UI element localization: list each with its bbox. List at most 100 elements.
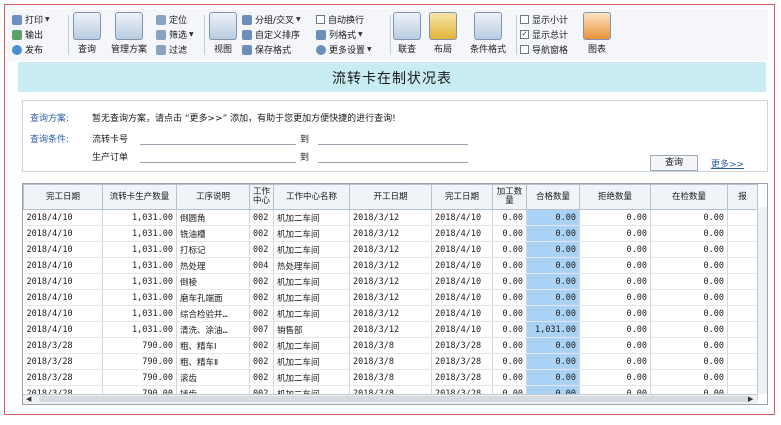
checkbox-icon bbox=[316, 15, 325, 24]
order-from-input[interactable] bbox=[140, 162, 296, 163]
table-cell: 2018/3/12 bbox=[349, 257, 432, 274]
more-link[interactable]: 更多>> bbox=[711, 160, 745, 170]
group-icon bbox=[242, 14, 252, 25]
table-row[interactable]: 2018/4/10 1,031.00 倒棱 002 机加二车间 2018/3/12 2018… bbox=[23, 273, 758, 290]
column-header[interactable]: 工作中心名称 bbox=[273, 184, 350, 210]
table-cell: 0.00 bbox=[579, 273, 651, 290]
column-header[interactable]: 加工数量 bbox=[492, 184, 527, 210]
to-label-2: 到 bbox=[300, 153, 310, 163]
table-row[interactable]: 2018/4/10 1,031.00 综合检验并… 002 机加二车间 2018/3/12… bbox=[23, 305, 758, 322]
globe-icon bbox=[12, 44, 22, 55]
to-label: 到 bbox=[300, 135, 310, 145]
link-query-button[interactable]: 联查 bbox=[392, 12, 422, 55]
table-cell: 2018/4/10 bbox=[23, 257, 103, 274]
table-cell: 机加二车间 bbox=[273, 209, 350, 226]
filter-button[interactable]: 筛选 ▼ bbox=[156, 28, 194, 41]
column-header[interactable]: 开工日期 bbox=[349, 184, 432, 210]
export-button[interactable]: 输出 bbox=[12, 28, 43, 41]
table-cell: 0.00 bbox=[526, 273, 580, 290]
table-row[interactable]: 2018/4/10 1,031.00 铣油槽 002 机加二车间 2018/3/12 201… bbox=[23, 225, 758, 242]
table-row[interactable]: 2018/3/28 790.00 粗、精车Ⅰ 002 机加二车间 2018/3/8 2018… bbox=[23, 337, 758, 354]
table-row[interactable]: 2018/4/10 1,031.00 清洗、涂油… 007 销售部 2018/3/12 20… bbox=[23, 321, 758, 338]
table-cell: 0.00 bbox=[650, 321, 728, 338]
table-cell bbox=[727, 369, 758, 386]
table-cell: 2018/3/12 bbox=[349, 305, 432, 322]
table-cell: 0.00 bbox=[526, 369, 580, 386]
table-cell: 790.00 bbox=[102, 337, 177, 354]
save-icon bbox=[242, 44, 252, 55]
view-button[interactable]: 视图 bbox=[208, 12, 238, 55]
auto-wrap-checkbox[interactable]: 自动换行 bbox=[316, 13, 364, 26]
publish-button[interactable]: 发布 bbox=[12, 43, 43, 56]
table-cell: 1,031.00 bbox=[102, 321, 177, 338]
column-header[interactable]: 工序说明 bbox=[176, 184, 250, 210]
table-cell: 倒棱 bbox=[176, 273, 250, 290]
column-header[interactable]: 报 bbox=[727, 184, 758, 210]
horizontal-scrollbar[interactable]: ◀ ▶ bbox=[23, 394, 757, 404]
table-cell: 粗、精车Ⅰ bbox=[176, 337, 250, 354]
table-row[interactable]: 2018/3/28 790.00 滚齿 002 机加二车间 2018/3/8 2018/3/… bbox=[23, 369, 758, 386]
card-no-from-input[interactable] bbox=[140, 144, 296, 145]
column-header[interactable]: 完工日期 bbox=[23, 184, 103, 210]
card-no-to-input[interactable] bbox=[318, 144, 468, 145]
columns-icon bbox=[316, 29, 326, 40]
funnel-x-icon bbox=[156, 44, 166, 55]
table-cell: 790.00 bbox=[102, 353, 177, 370]
printer-icon bbox=[12, 14, 22, 25]
column-header[interactable]: 工作中心 bbox=[249, 184, 274, 210]
scheme-button[interactable]: 管理方案 bbox=[108, 12, 150, 55]
table-row[interactable]: 2018/4/10 1,031.00 打标记 002 机加二车间 2018/3/12 201… bbox=[23, 241, 758, 258]
table-cell: 0.00 bbox=[650, 353, 728, 370]
table-cell: 0.00 bbox=[526, 209, 580, 226]
search-button[interactable]: 查询 bbox=[650, 155, 698, 171]
table-cell: 002 bbox=[249, 225, 274, 242]
table-cell: 0.00 bbox=[579, 305, 651, 322]
column-header[interactable]: 流转卡生产数量 bbox=[102, 184, 177, 210]
locate-button[interactable]: 定位 bbox=[156, 13, 187, 26]
table-cell: 0.00 bbox=[492, 241, 527, 258]
nav-pane-checkbox[interactable]: 导航窗格 bbox=[520, 43, 568, 56]
filter-out-button[interactable]: 过滤 bbox=[156, 43, 187, 56]
table-cell: 2018/4/10 bbox=[431, 289, 493, 306]
layout-button[interactable]: 布局 bbox=[428, 12, 458, 55]
query-icon bbox=[73, 12, 101, 40]
table-row[interactable]: 2018/4/10 1,031.00 倒圆角 002 机加二车间 2018/3/12 201… bbox=[23, 209, 758, 226]
scroll-left-icon[interactable]: ◀ bbox=[26, 395, 32, 403]
table-row[interactable]: 2018/4/10 1,031.00 热处理 004 热处理车间 2018/3/12 201… bbox=[23, 257, 758, 274]
order-to-input[interactable] bbox=[318, 162, 468, 163]
table-row[interactable]: 2018/3/28 790.00 粗、精车Ⅱ 002 机加二车间 2018/3/8 2018… bbox=[23, 353, 758, 370]
table-cell: 0.00 bbox=[492, 257, 527, 274]
table-cell: 0.00 bbox=[526, 305, 580, 322]
gear-icon bbox=[316, 44, 326, 55]
table-cell: 2018/3/28 bbox=[23, 337, 103, 354]
title-band: 流转卡在制状况表 bbox=[18, 62, 766, 92]
vertical-scrollbar[interactable] bbox=[757, 207, 767, 394]
custom-sort-button[interactable]: 自定义排序 bbox=[242, 28, 300, 41]
data-table: 完工日期 流转卡生产数量 工序说明 工作中心 工作中心名称 开工日期 完工日期 加工数量 合格数… bbox=[23, 184, 758, 402]
table-cell: 0.00 bbox=[650, 305, 728, 322]
scroll-thumb[interactable] bbox=[39, 396, 751, 402]
column-header[interactable]: 完工日期 bbox=[431, 184, 493, 210]
export-icon bbox=[12, 29, 22, 40]
table-cell: 0.00 bbox=[579, 257, 651, 274]
column-header[interactable]: 拒绝数量 bbox=[579, 184, 651, 210]
scheme-label: 查询方案: bbox=[30, 114, 70, 124]
more-settings-button[interactable]: 更多设置 ▼ bbox=[316, 43, 372, 56]
column-header[interactable]: 在检数量 bbox=[650, 184, 728, 210]
table-cell: 004 bbox=[249, 257, 274, 274]
query-button[interactable]: 查询 bbox=[72, 12, 102, 55]
save-format-button[interactable]: 保存格式 bbox=[242, 43, 291, 56]
cond-format-button[interactable]: 条件格式 bbox=[464, 12, 512, 55]
column-header[interactable]: 合格数量 bbox=[526, 184, 580, 210]
col-format-button[interactable]: 列格式 ▼ bbox=[316, 28, 363, 41]
show-subtotal-checkbox[interactable]: 显示小计 bbox=[520, 13, 568, 26]
table-cell: 0.00 bbox=[526, 241, 580, 258]
table-row[interactable]: 2018/4/10 1,031.00 磨车孔端面 002 机加二车间 2018/3/12 2… bbox=[23, 289, 758, 306]
table-cell: 2018/4/10 bbox=[431, 209, 493, 226]
show-total-checkbox[interactable]: ✓ 显示总计 bbox=[520, 30, 569, 41]
table-cell: 0.00 bbox=[492, 353, 527, 370]
group-cross-button[interactable]: 分组/交叉 ▼ bbox=[242, 13, 301, 26]
chart-button[interactable]: 图表 bbox=[582, 12, 612, 55]
print-button[interactable]: 打印 ▼ bbox=[12, 13, 50, 26]
scroll-right-icon[interactable]: ▶ bbox=[748, 395, 754, 403]
